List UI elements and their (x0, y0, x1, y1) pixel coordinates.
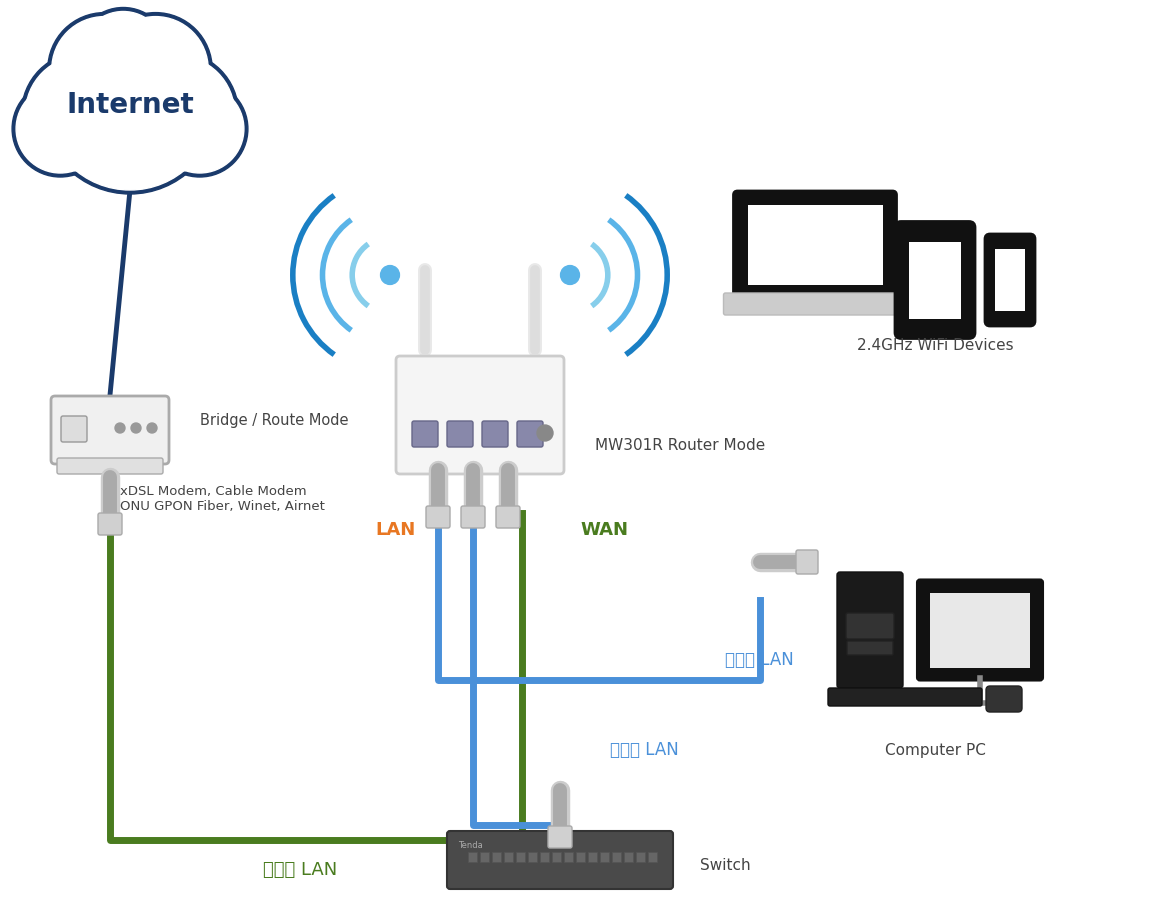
FancyBboxPatch shape (600, 852, 609, 862)
Text: Tenda: Tenda (458, 841, 483, 850)
Text: WAN: WAN (580, 521, 628, 539)
Circle shape (99, 13, 212, 126)
Circle shape (147, 423, 157, 433)
Text: LAN: LAN (375, 521, 415, 539)
FancyBboxPatch shape (985, 234, 1035, 326)
Circle shape (155, 84, 244, 173)
FancyBboxPatch shape (492, 852, 501, 862)
Circle shape (21, 51, 145, 175)
FancyBboxPatch shape (837, 572, 902, 688)
FancyBboxPatch shape (552, 852, 561, 862)
FancyBboxPatch shape (916, 580, 1044, 680)
Circle shape (103, 17, 209, 122)
FancyBboxPatch shape (540, 852, 549, 862)
FancyBboxPatch shape (528, 852, 538, 862)
FancyBboxPatch shape (496, 506, 520, 528)
Circle shape (115, 51, 239, 175)
FancyBboxPatch shape (635, 852, 645, 862)
FancyBboxPatch shape (847, 613, 894, 639)
FancyBboxPatch shape (517, 421, 543, 447)
Circle shape (77, 7, 170, 101)
FancyBboxPatch shape (51, 396, 169, 464)
Circle shape (115, 423, 125, 433)
Circle shape (152, 81, 248, 177)
Text: สาย LAN: สาย LAN (262, 861, 337, 879)
FancyBboxPatch shape (733, 191, 897, 299)
Circle shape (45, 20, 215, 190)
FancyBboxPatch shape (564, 852, 573, 862)
Circle shape (380, 266, 400, 284)
Text: สาย LAN: สาย LAN (725, 651, 794, 669)
FancyBboxPatch shape (723, 293, 906, 315)
FancyBboxPatch shape (61, 416, 87, 442)
Circle shape (538, 425, 553, 441)
Circle shape (48, 13, 161, 126)
Text: xDSL Modem, Cable Modem
ONU GPON Fiber, Winet, Airnet: xDSL Modem, Cable Modem ONU GPON Fiber, … (120, 485, 325, 513)
FancyBboxPatch shape (57, 458, 163, 474)
FancyBboxPatch shape (517, 852, 525, 862)
Circle shape (131, 423, 141, 433)
FancyBboxPatch shape (847, 641, 893, 655)
FancyBboxPatch shape (468, 852, 477, 862)
FancyBboxPatch shape (504, 852, 513, 862)
FancyBboxPatch shape (447, 421, 473, 447)
FancyBboxPatch shape (412, 421, 438, 447)
Text: Internet: Internet (66, 91, 194, 119)
Text: Computer PC: Computer PC (885, 743, 985, 757)
FancyBboxPatch shape (447, 831, 673, 889)
Text: Bridge / Route Mode: Bridge / Route Mode (201, 413, 349, 427)
FancyBboxPatch shape (480, 852, 489, 862)
Circle shape (80, 12, 166, 96)
Circle shape (26, 56, 141, 171)
FancyBboxPatch shape (396, 356, 564, 474)
FancyBboxPatch shape (995, 249, 1025, 311)
FancyBboxPatch shape (895, 222, 975, 338)
Text: Switch: Switch (700, 857, 751, 872)
Circle shape (561, 266, 580, 284)
FancyBboxPatch shape (796, 550, 819, 574)
FancyBboxPatch shape (612, 852, 621, 862)
FancyBboxPatch shape (828, 688, 982, 706)
FancyBboxPatch shape (624, 852, 633, 862)
Circle shape (41, 16, 219, 194)
FancyBboxPatch shape (98, 513, 122, 535)
Text: สาย LAN: สาย LAN (610, 741, 679, 759)
FancyBboxPatch shape (461, 506, 485, 528)
FancyBboxPatch shape (648, 852, 656, 862)
Circle shape (12, 81, 108, 177)
FancyBboxPatch shape (986, 686, 1023, 712)
FancyBboxPatch shape (426, 506, 450, 528)
FancyBboxPatch shape (909, 241, 961, 318)
Circle shape (51, 17, 157, 122)
FancyBboxPatch shape (548, 826, 573, 848)
Circle shape (119, 56, 234, 171)
Text: MW301R Router Mode: MW301R Router Mode (595, 437, 765, 452)
FancyBboxPatch shape (576, 852, 585, 862)
FancyBboxPatch shape (482, 421, 508, 447)
Text: 2.4GHz WiFi Devices: 2.4GHz WiFi Devices (857, 337, 1013, 352)
Circle shape (16, 84, 105, 173)
FancyBboxPatch shape (747, 205, 883, 285)
FancyBboxPatch shape (930, 592, 1030, 668)
FancyBboxPatch shape (588, 852, 597, 862)
